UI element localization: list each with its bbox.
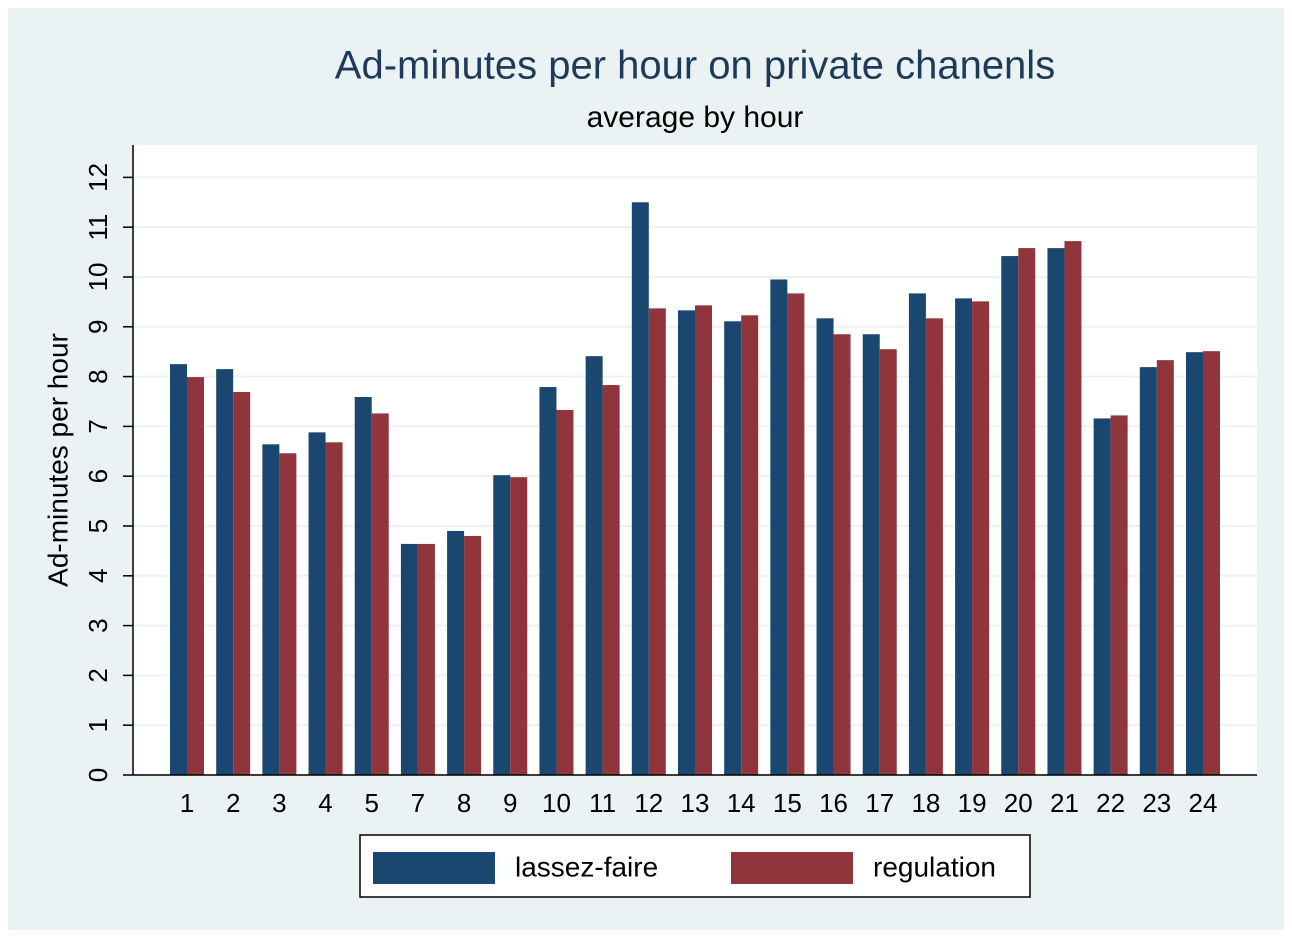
bar <box>354 397 372 775</box>
x-tick-label: 14 <box>727 788 756 818</box>
bar <box>1018 248 1036 775</box>
bar <box>678 310 695 775</box>
x-tick-label: 7 <box>411 788 425 818</box>
x-tick-label: 3 <box>272 788 286 818</box>
bar <box>1110 415 1128 775</box>
bar <box>724 321 742 775</box>
bar <box>1047 248 1065 775</box>
x-tick-label: 8 <box>457 788 471 818</box>
x-tick-label: 17 <box>865 788 894 818</box>
y-tick-label: 12 <box>83 163 113 192</box>
bar <box>1064 241 1082 775</box>
bar <box>1203 351 1220 775</box>
x-tick-label: 5 <box>364 788 378 818</box>
y-tick-label: 5 <box>83 519 113 533</box>
legend-swatch <box>373 852 495 884</box>
bar <box>233 392 251 775</box>
x-tick-label: 1 <box>180 788 194 818</box>
y-tick-label: 10 <box>83 263 113 292</box>
x-tick-label: 2 <box>226 788 240 818</box>
bar <box>400 543 418 775</box>
bar <box>631 202 649 776</box>
x-tick-label: 15 <box>773 788 802 818</box>
x-tick-label: 12 <box>634 788 663 818</box>
y-tick-label: 8 <box>83 369 113 383</box>
legend-swatch <box>731 852 853 884</box>
x-tick-label: 18 <box>911 788 940 818</box>
bar <box>170 364 187 775</box>
x-tick-label: 24 <box>1189 788 1218 818</box>
x-tick-label: 10 <box>542 788 571 818</box>
y-tick-label: 1 <box>83 718 113 732</box>
bar <box>972 301 990 775</box>
x-tick-label: 9 <box>503 788 517 818</box>
bar <box>493 475 511 775</box>
bar <box>741 315 759 775</box>
bar <box>1093 418 1111 775</box>
chart-title: Ad-minutes per hour on private chanenls <box>335 44 1055 88</box>
x-tick-label: 16 <box>819 788 848 818</box>
y-tick-label: 11 <box>83 214 113 241</box>
bar <box>539 387 557 775</box>
bar <box>325 442 343 775</box>
bar <box>371 413 389 775</box>
bar <box>695 305 712 775</box>
bar <box>308 432 326 775</box>
bar <box>770 279 788 775</box>
legend-label: regulation <box>873 851 996 882</box>
bar <box>816 318 834 775</box>
y-axis-title: Ad-minutes per hour <box>42 333 73 587</box>
x-tick-label: 11 <box>589 788 616 818</box>
bar <box>262 444 280 775</box>
bar <box>1139 367 1157 775</box>
bar <box>556 409 574 775</box>
bar <box>908 293 926 775</box>
x-tick-label: 22 <box>1096 788 1125 818</box>
bar <box>879 349 897 775</box>
bar <box>1156 360 1174 775</box>
y-tick-label: 3 <box>83 618 113 632</box>
bar <box>833 334 851 775</box>
bar <box>187 377 204 775</box>
bar <box>602 385 620 775</box>
bar <box>648 308 666 775</box>
bar <box>955 298 973 775</box>
x-tick-label: 13 <box>681 788 710 818</box>
x-tick-label: 21 <box>1050 788 1079 818</box>
y-tick-label: 4 <box>83 569 113 583</box>
y-tick-label: 2 <box>83 668 113 682</box>
x-tick-label: 19 <box>958 788 987 818</box>
y-tick-label: 9 <box>83 320 113 334</box>
bar <box>216 369 234 775</box>
x-tick-label: 20 <box>1004 788 1033 818</box>
bar <box>787 293 805 775</box>
bar <box>279 453 297 775</box>
bar <box>862 334 880 775</box>
y-tick-label: 0 <box>83 768 113 782</box>
chart-subtitle: average by hour <box>587 101 804 134</box>
legend-label: lassez-faire <box>515 851 658 882</box>
bar <box>1001 256 1019 775</box>
y-tick-label: 7 <box>83 419 113 433</box>
bar <box>585 356 603 775</box>
x-tick-label: 4 <box>318 788 332 818</box>
bar <box>447 530 465 775</box>
bar <box>417 543 435 775</box>
x-tick-label: 23 <box>1142 788 1171 818</box>
bar <box>925 318 943 775</box>
bar <box>464 535 482 775</box>
bar <box>1186 352 1203 775</box>
bar <box>510 477 528 775</box>
y-tick-label: 6 <box>83 469 113 483</box>
